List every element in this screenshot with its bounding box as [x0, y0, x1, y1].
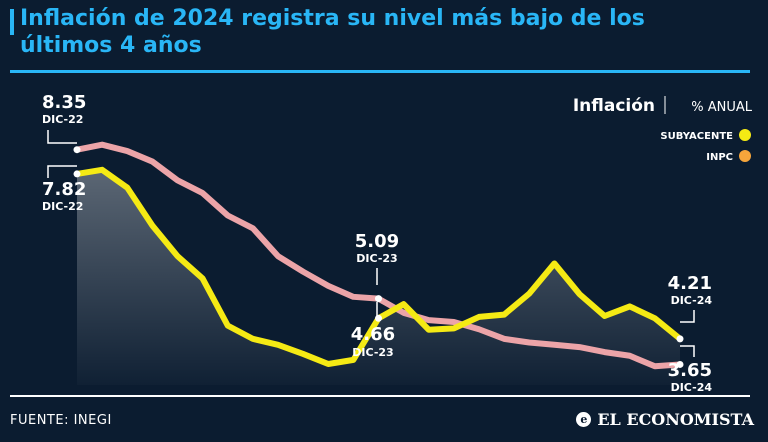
- annotation-point: [676, 360, 684, 368]
- annotation-date: DIC-24: [671, 381, 713, 394]
- annotation-date: DIC-23: [352, 346, 393, 359]
- annotation-value: 8.35: [42, 92, 86, 113]
- source-label: FUENTE: INEGI: [10, 413, 112, 428]
- legend-title: Inflación: [573, 96, 655, 116]
- annotation-date: DIC-24: [671, 294, 713, 307]
- brand-name: EL ECONOMISTA: [597, 410, 754, 429]
- annotation-leader: [680, 345, 695, 357]
- annotation-value: 4.21: [668, 273, 712, 294]
- annotation-leader: [680, 310, 695, 323]
- annotation-leader: [47, 165, 77, 178]
- title-accent-bar: [10, 9, 14, 35]
- title-divider: [10, 70, 750, 73]
- annotation-leader: [47, 130, 77, 144]
- annotation-value: 7.82: [42, 179, 86, 200]
- annotation-date: DIC-22: [42, 200, 83, 213]
- legend-swatch-subyacente: [739, 129, 751, 141]
- annotation-date: DIC-23: [356, 252, 397, 265]
- annotation-value: 5.09: [355, 231, 399, 252]
- chart-baseline: [10, 395, 750, 397]
- legend-label-subyacente: SUBYACENTE: [660, 131, 733, 142]
- page-title: Inflación de 2024 registra su nivel más …: [20, 6, 645, 58]
- e-circle-icon: e: [576, 412, 592, 427]
- annotation-point: [676, 335, 684, 343]
- legend-unit: % ANUAL: [691, 100, 753, 115]
- brand-logo: e EL ECONOMISTA: [576, 410, 754, 429]
- legend-label-inpc: INPC: [706, 152, 733, 163]
- legend-swatch-inpc: [739, 150, 751, 162]
- annotation-point: [73, 146, 81, 154]
- annotation-point: [375, 314, 382, 322]
- subyacente-area: [77, 169, 680, 385]
- annotation-point: [73, 170, 81, 178]
- annotation-date: DIC-22: [42, 113, 83, 126]
- annotation-value: 3.65: [668, 360, 712, 381]
- annotation-point: [375, 295, 382, 303]
- annotation-value: 4.66: [351, 324, 395, 345]
